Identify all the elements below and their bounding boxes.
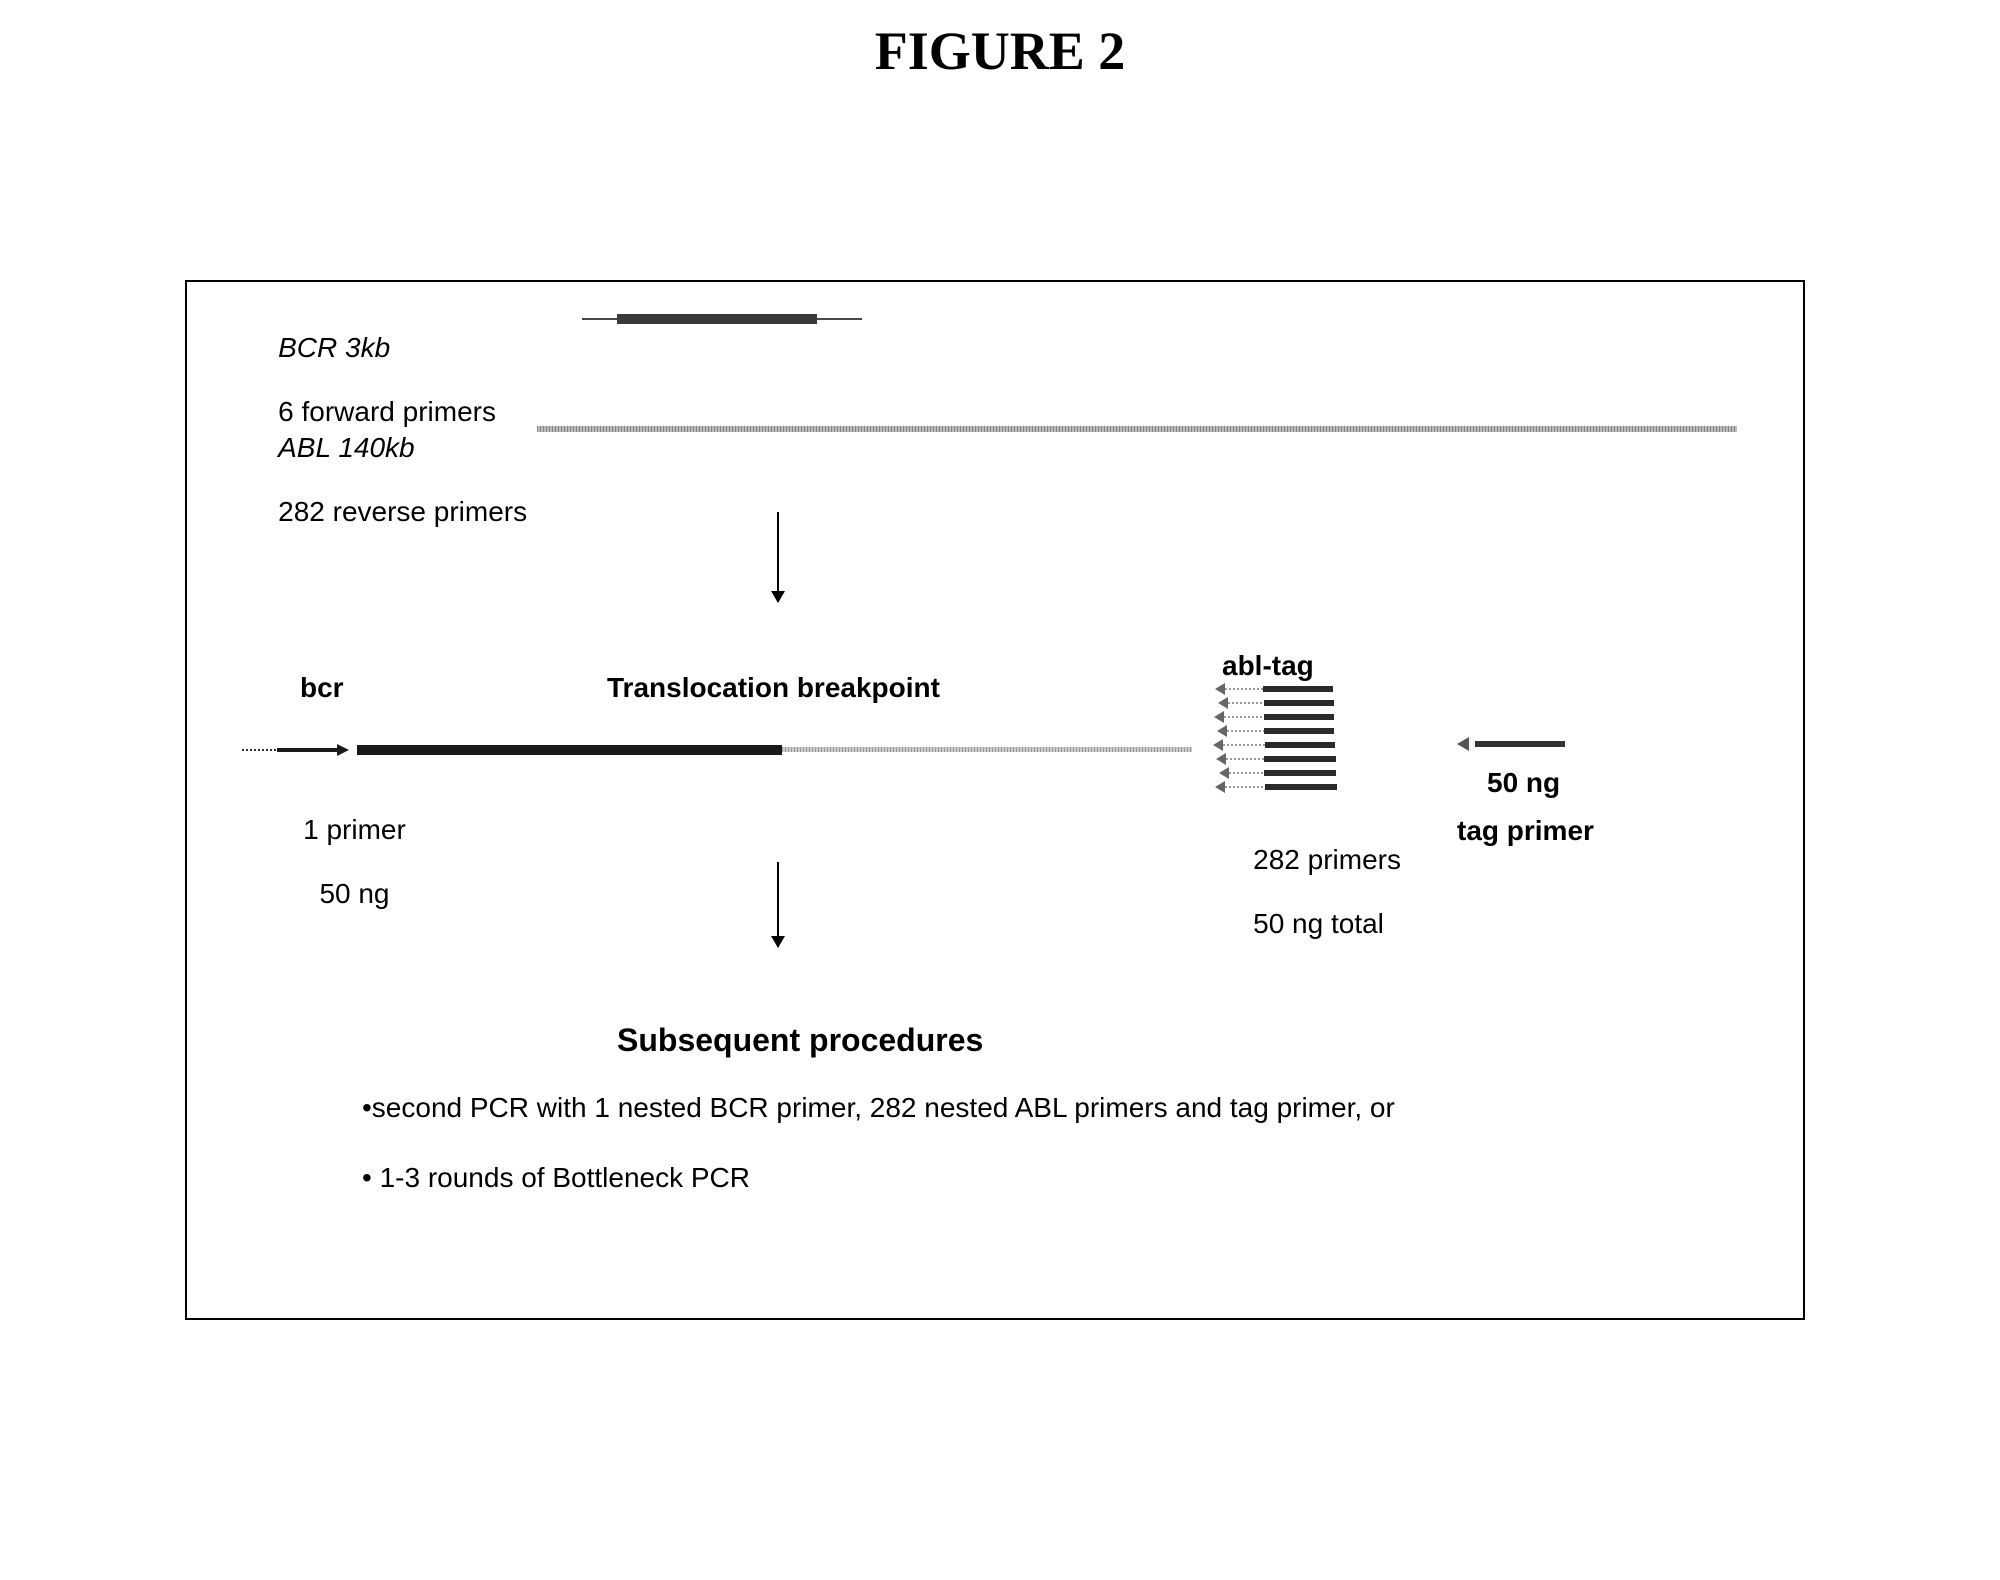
breakpoint-label: Translocation breakpoint bbox=[607, 672, 940, 704]
bcr-heading: bcr bbox=[300, 672, 344, 704]
abltag-heading: abl-tag bbox=[1222, 650, 1314, 682]
abltag-info: 282 primers 50 ng total bbox=[1222, 812, 1401, 972]
abl-label: ABL 140kb 282 reverse primers bbox=[247, 400, 527, 560]
bcr-primer-info: 1 primer 50 ng bbox=[272, 782, 406, 942]
abl-name: ABL 140kb bbox=[278, 432, 415, 463]
bullet-2: • 1-3 rounds of Bottleneck PCR bbox=[362, 1162, 750, 1194]
tag-label: tag primer bbox=[1457, 815, 1594, 847]
fusion-abl-segment bbox=[782, 747, 1192, 752]
figure-title: FIGURE 2 bbox=[0, 20, 2000, 82]
subsequent-heading: Subsequent procedures bbox=[617, 1022, 983, 1059]
arrow-down-icon bbox=[777, 512, 779, 602]
fusion-bcr-segment bbox=[357, 745, 782, 755]
bcr-name: BCR 3kb bbox=[278, 332, 390, 363]
abl-region-bar bbox=[537, 426, 1737, 432]
abl-primer-count: 282 reverse primers bbox=[278, 496, 527, 527]
bullet-1: •second PCR with 1 nested BCR primer, 28… bbox=[362, 1092, 1395, 1124]
diagram-frame: BCR 3kb 6 forward primers ABL 140kb 282 … bbox=[185, 280, 1805, 1320]
tag-amount: 50 ng bbox=[1487, 767, 1560, 799]
arrow-down-icon bbox=[777, 862, 779, 947]
tag-primer-icon bbox=[1457, 737, 1577, 751]
bcr-region-bar bbox=[582, 308, 862, 330]
bcr-forward-primer-icon bbox=[242, 745, 352, 755]
